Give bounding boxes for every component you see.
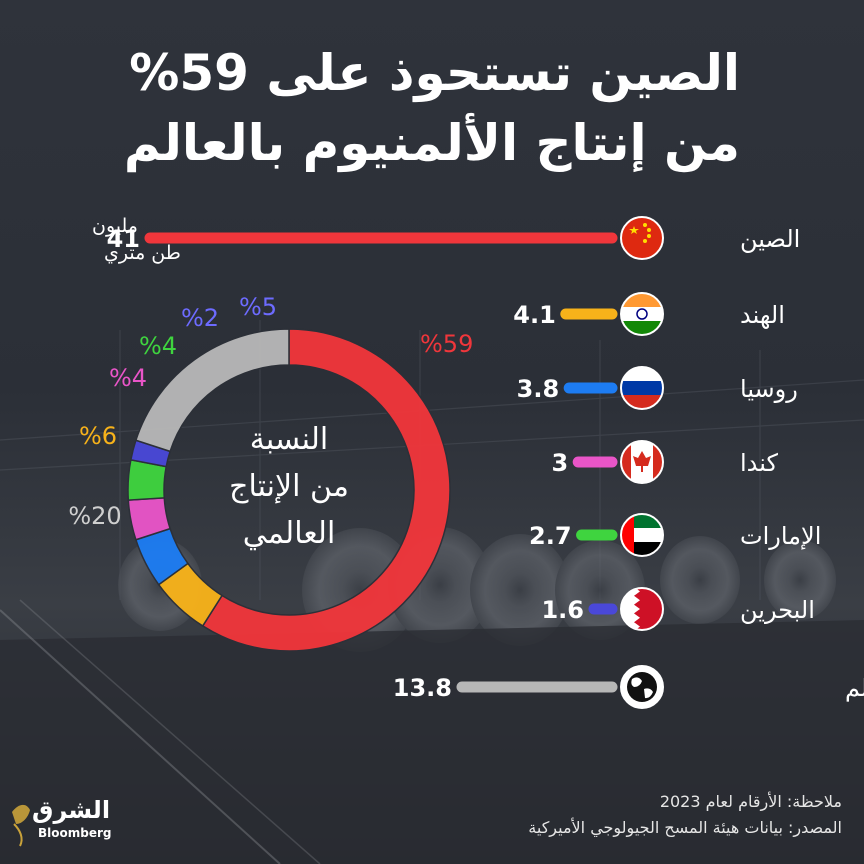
logo-sub: Bloomberg <box>38 826 112 840</box>
bar-category-label: الصين <box>740 225 800 253</box>
logo-name: الشرق <box>32 796 111 824</box>
bar-category-label: روسيا <box>740 375 798 403</box>
bar-category-label: الهند <box>740 301 785 329</box>
donut-slice-label: %20 <box>68 502 121 530</box>
source-text: المصدر: بيانات هيئة المسح الجيولوجي الأم… <box>528 818 842 837</box>
flag-ring <box>620 366 664 410</box>
donut-slice-rest <box>134 328 290 453</box>
donut-center-label: من الإنتاج <box>229 469 349 504</box>
donut-slice-label: %6 <box>79 422 117 450</box>
flag-leaf <box>633 451 651 472</box>
flag-body <box>621 441 663 483</box>
flag-star <box>647 234 651 238</box>
bar-value-label: 2.7 <box>529 522 572 550</box>
donut-slice-label: %59 <box>420 330 473 358</box>
bar-category-label: الإمارات <box>740 522 821 550</box>
donut-slice-label: %4 <box>109 364 147 392</box>
flag-body <box>621 217 663 259</box>
bar-value-label: 3 <box>551 449 568 477</box>
globe-icon <box>620 665 664 709</box>
canada-flag-icon <box>620 440 664 484</box>
globe-land <box>631 677 653 699</box>
unit-label-line2: طن متري <box>104 242 181 264</box>
asharq-bloomberg-logo: الشرق Bloomberg <box>8 794 136 850</box>
flag-ring <box>620 440 664 484</box>
bar-value-label: 41 <box>107 225 140 253</box>
donut-slice-label: %2 <box>181 304 219 332</box>
bar-value-label: 3.8 <box>517 375 560 403</box>
flag-star <box>629 226 639 234</box>
flag-band <box>621 441 631 483</box>
flag-body <box>621 666 663 708</box>
flag-field <box>621 217 663 259</box>
donut-slice-china <box>201 328 451 652</box>
bar-category-label: باقي دول العالم <box>845 674 864 702</box>
bar-value-label: 4.1 <box>513 301 556 329</box>
flag-band <box>621 307 663 321</box>
bar-value-label: 13.8 <box>393 674 452 702</box>
flag-band <box>621 381 663 395</box>
bahrain-flag-icon <box>620 587 664 631</box>
flag-ring <box>620 513 664 557</box>
unit-label-line1: مليون <box>92 215 138 237</box>
flag-wheel <box>636 308 648 320</box>
bar-category-label: البحرين <box>740 596 815 624</box>
uae-flag-icon <box>620 513 664 557</box>
flag-ring <box>620 665 664 709</box>
chart-title-line2: من إنتاج الألمنيوم بالعالم <box>123 114 740 172</box>
flag-star <box>643 223 647 227</box>
note-text: ملاحظة: الأرقام لعام 2023 <box>659 792 842 811</box>
flag-ring <box>620 216 664 260</box>
china-flag-icon <box>620 216 664 260</box>
donut-center-label: العالمي <box>243 516 336 551</box>
flag-star <box>647 228 651 232</box>
india-flag-icon <box>620 292 664 336</box>
chart-title-line1: الصين تستحوذ على 59% <box>129 44 740 102</box>
flag-ring <box>620 587 664 631</box>
bar-category-label: كندا <box>740 449 779 477</box>
flag-star <box>643 239 647 243</box>
flag-band <box>653 441 663 483</box>
flag-ring <box>620 292 664 336</box>
bar-value-label: 1.6 <box>541 596 584 624</box>
donut-slice-label: %5 <box>239 293 277 321</box>
donut-slice-label: %4 <box>139 332 177 360</box>
russia-flag-icon <box>620 366 664 410</box>
logo-emblem-icon <box>12 804 30 847</box>
donut-center-label: النسبة <box>250 422 328 457</box>
